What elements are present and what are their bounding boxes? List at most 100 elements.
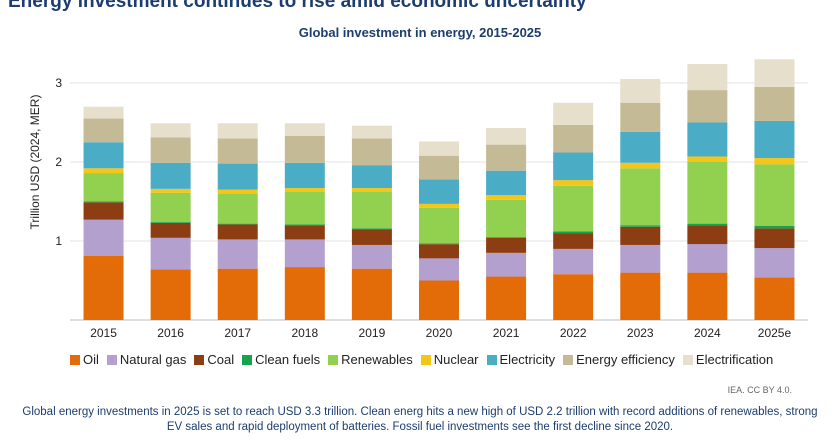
- y-tick-label: 1: [55, 234, 62, 248]
- bar-segment: [553, 274, 594, 320]
- y-tick-label: 3: [55, 76, 62, 90]
- bar-segment: [419, 141, 459, 156]
- bar-segment: [217, 189, 258, 194]
- bar-segment: [83, 118, 124, 143]
- legend-item: Renewables: [328, 352, 413, 367]
- legend-label: Electricity: [499, 352, 556, 367]
- x-tick-label: 2020: [426, 326, 453, 340]
- bar-segment: [419, 258, 459, 281]
- bar-segment: [217, 193, 258, 224]
- bar-segment: [150, 137, 191, 163]
- bar-segment: [419, 207, 459, 244]
- legend-label: Electrification: [695, 352, 774, 367]
- bar-segment: [217, 239, 258, 269]
- bar-segment: [217, 224, 258, 240]
- bar-segment: [553, 185, 594, 232]
- legend-swatch: [194, 354, 205, 365]
- legend-item: Coal: [194, 352, 234, 367]
- legend-label: Energy efficiency: [576, 352, 675, 367]
- x-tick-label: 2024: [694, 326, 721, 340]
- bar-segment: [284, 224, 325, 226]
- bar-segment: [486, 237, 527, 253]
- bar-segment: [419, 179, 459, 204]
- bar-segment: [620, 244, 661, 273]
- x-tick-label: 2018: [291, 326, 318, 340]
- bar-segment: [419, 280, 459, 320]
- bar-segment: [553, 152, 594, 181]
- bar-segment: [620, 162, 661, 169]
- bar-segment: [620, 225, 661, 227]
- bar-segment: [687, 225, 728, 245]
- credit-text: IEA. CC BY 4.0.: [727, 385, 792, 395]
- x-tick-label: 2023: [627, 326, 654, 340]
- bar-segment: [620, 272, 661, 320]
- legend-swatch: [328, 354, 339, 365]
- bar-segment: [351, 268, 392, 320]
- legend-item: Clean fuels: [242, 352, 320, 367]
- bar-segment: [486, 199, 527, 238]
- bar-segment: [553, 124, 594, 153]
- bar-segment: [351, 228, 392, 230]
- bar-segment: [83, 201, 124, 203]
- bar-segment: [284, 225, 325, 240]
- legend-swatch: [106, 354, 117, 365]
- legend-swatch: [682, 354, 693, 365]
- bar-segment: [351, 138, 392, 166]
- bar-segment: [284, 162, 325, 189]
- bar-segment: [150, 222, 191, 238]
- legend-label: Coal: [207, 352, 235, 367]
- bar-segment: [754, 86, 795, 121]
- bar-segment: [553, 248, 594, 275]
- bar-segment: [83, 202, 124, 220]
- chart-bars: [83, 59, 795, 320]
- bar-segment: [553, 102, 594, 125]
- bar-segment: [687, 223, 728, 226]
- bar-segment: [754, 120, 795, 159]
- bar-segment: [351, 229, 392, 245]
- legend-item: Electrification: [682, 352, 774, 367]
- bar-segment: [754, 225, 795, 229]
- bar-segment: [687, 244, 728, 273]
- bar-segment: [620, 226, 661, 245]
- bar-segment: [687, 156, 728, 162]
- bar-segment: [620, 102, 661, 132]
- bar-segment: [150, 237, 191, 270]
- bar-segment: [553, 231, 594, 234]
- chart-title: Global investment in energy, 2015-2025: [298, 25, 542, 40]
- bar-segment: [150, 192, 191, 223]
- x-tick-label: 2017: [224, 326, 251, 340]
- bar-segment: [217, 268, 258, 320]
- bar-segment: [150, 123, 191, 138]
- page-headline: Energy investment continues to rise amid…: [8, 0, 587, 12]
- bar-segment: [150, 188, 191, 193]
- bar-segment: [687, 64, 728, 91]
- bar-segment: [83, 168, 124, 174]
- legend-item: Energy efficiency: [563, 352, 675, 367]
- bar-segment: [351, 244, 392, 269]
- bar-segment: [217, 138, 258, 164]
- bar-segment: [351, 188, 392, 193]
- bar-segment: [284, 239, 325, 268]
- bar-segment: [419, 155, 459, 180]
- legend-swatch: [70, 354, 80, 365]
- bar-segment: [754, 158, 795, 165]
- bar-segment: [217, 163, 258, 190]
- bar-segment: [620, 131, 661, 163]
- bar-segment: [150, 269, 191, 320]
- x-tick-label: 2016: [157, 326, 184, 340]
- bar-segment: [150, 162, 191, 189]
- legend-label: Renewables: [341, 352, 413, 367]
- y-tick-label: 2: [55, 155, 62, 169]
- legend-swatch: [486, 354, 497, 365]
- x-tick-label: 2015: [90, 326, 117, 340]
- bar-segment: [284, 123, 325, 136]
- bar-segment: [83, 142, 124, 169]
- bar-segment: [754, 248, 795, 278]
- legend-label: Oil: [83, 352, 99, 367]
- bar-segment: [754, 277, 795, 320]
- bar-segment: [419, 203, 459, 208]
- bar-segment: [351, 165, 392, 189]
- bar-segment: [486, 128, 527, 145]
- bar-segment: [486, 276, 527, 320]
- bar-segment: [687, 90, 728, 123]
